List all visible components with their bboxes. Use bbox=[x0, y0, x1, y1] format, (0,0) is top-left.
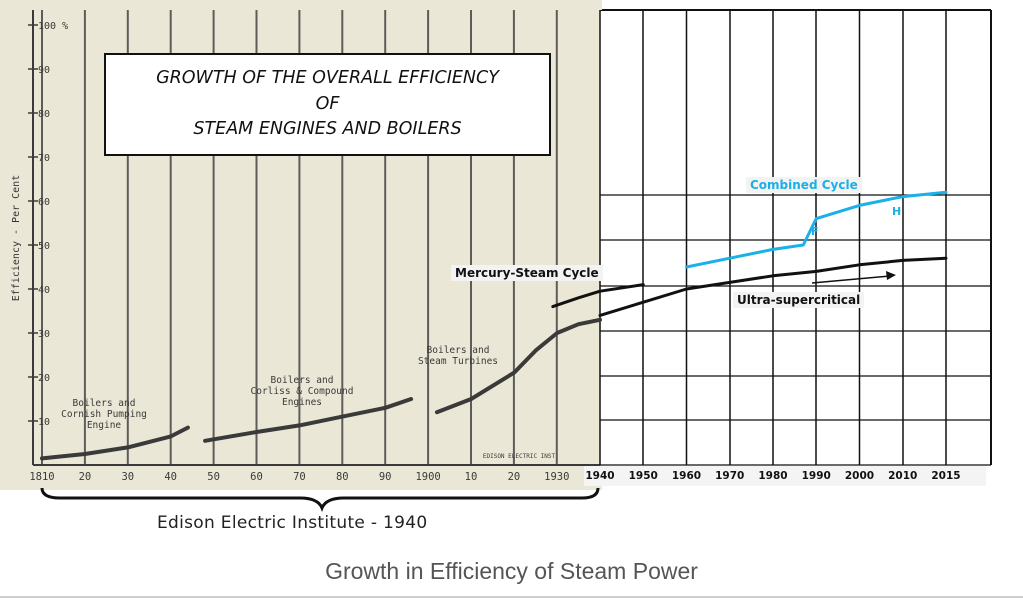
x-tick-label-new: 1980 bbox=[758, 470, 787, 482]
ultra-arrow-line bbox=[811, 275, 891, 284]
x-tick-label-new: 2000 bbox=[845, 470, 874, 482]
x-tick-label-old: 70 bbox=[293, 471, 306, 483]
title-line-2: OF bbox=[315, 93, 340, 114]
x-tick-label-old: 20 bbox=[79, 471, 92, 483]
point-f-label: F bbox=[811, 225, 819, 238]
x-tick-label-old: 1930 bbox=[544, 471, 569, 483]
y-tick-label: 80 bbox=[38, 109, 50, 120]
x-tick-label-old: 20 bbox=[508, 471, 521, 483]
mercury-steam-label: Mercury-Steam Cycle bbox=[451, 265, 603, 281]
y-tick-label: 40 bbox=[38, 285, 50, 296]
corliss-annotation: Engines bbox=[282, 397, 322, 408]
chart-title: GROWTH OF THE OVERALL EFFICIENCY OF STEA… bbox=[104, 53, 551, 156]
y-tick-label: 20 bbox=[38, 373, 50, 384]
y-axis-label: Efficiency - Per Cent bbox=[11, 175, 22, 301]
x-tick-label-old: 30 bbox=[121, 471, 134, 483]
turbines-annotation: Steam Turbines bbox=[418, 356, 498, 367]
y-tick-label: 90 bbox=[38, 65, 50, 76]
series-line bbox=[685, 190, 948, 269]
old-top-strip bbox=[0, 0, 602, 10]
x-tick-label-new: 1950 bbox=[629, 470, 658, 482]
title-line-1: GROWTH OF THE OVERALL EFFICIENCY bbox=[156, 68, 499, 89]
edison-brace bbox=[40, 487, 600, 513]
turbines-annotation: Boilers and bbox=[427, 345, 490, 356]
point-h-label: H bbox=[892, 205, 901, 218]
x-tick-label-new: 1990 bbox=[802, 470, 831, 482]
cornish-annotation: Engine bbox=[87, 420, 122, 431]
x-tick-label-old: 60 bbox=[250, 471, 263, 483]
figure-caption: Growth in Efficiency of Steam Power bbox=[325, 558, 698, 584]
x-tick-label-new: 1960 bbox=[672, 470, 701, 482]
y-tick-label: 50 bbox=[38, 241, 50, 252]
x-tick-label-old: 10 bbox=[465, 471, 478, 483]
edison-stamp: EDISON ELECTRIC INST bbox=[483, 453, 556, 460]
cornish-annotation: Boilers and bbox=[73, 398, 136, 409]
x-tick-label-new: 2015 bbox=[931, 470, 960, 482]
corliss-annotation: Corliss & Compound bbox=[251, 386, 354, 397]
corliss-annotation: Boilers and bbox=[271, 375, 334, 386]
ultra-supercritical-label: Ultra-supercritical bbox=[733, 292, 865, 308]
series-line bbox=[40, 425, 190, 461]
series-line bbox=[598, 256, 948, 317]
new-chart-background bbox=[600, 10, 991, 465]
x-tick-label-old: 40 bbox=[164, 471, 177, 483]
combined-cycle-label: Combined Cycle bbox=[746, 177, 862, 193]
edison-caption: Edison Electric Institute - 1940 bbox=[157, 513, 428, 533]
new-tick-label-background bbox=[584, 466, 986, 486]
y-tick-label: 70 bbox=[38, 153, 50, 164]
x-tick-label-new: 2010 bbox=[888, 470, 917, 482]
x-tick-label-old: 80 bbox=[336, 471, 349, 483]
x-tick-label-new: 1940 bbox=[585, 470, 614, 482]
x-tick-label-old: 1900 bbox=[415, 471, 440, 483]
x-tick-label-old: 1810 bbox=[29, 471, 54, 483]
y-tick-label: 60 bbox=[38, 197, 50, 208]
title-line-3: STEAM ENGINES AND BOILERS bbox=[193, 119, 462, 140]
cornish-annotation: Cornish Pumping bbox=[61, 409, 147, 420]
ultra-arrowhead bbox=[886, 271, 896, 280]
x-tick-label-old: 50 bbox=[207, 471, 220, 483]
x-tick-label-new: 1970 bbox=[715, 470, 744, 482]
y-tick-label: 30 bbox=[38, 329, 50, 340]
series-line bbox=[551, 283, 645, 309]
series-line bbox=[434, 317, 602, 415]
series-line bbox=[203, 397, 414, 443]
y-tick-label: 100 % bbox=[38, 21, 68, 32]
x-tick-label-old: 90 bbox=[379, 471, 392, 483]
bottom-divider bbox=[0, 596, 1023, 598]
y-tick-label: 10 bbox=[38, 417, 50, 428]
